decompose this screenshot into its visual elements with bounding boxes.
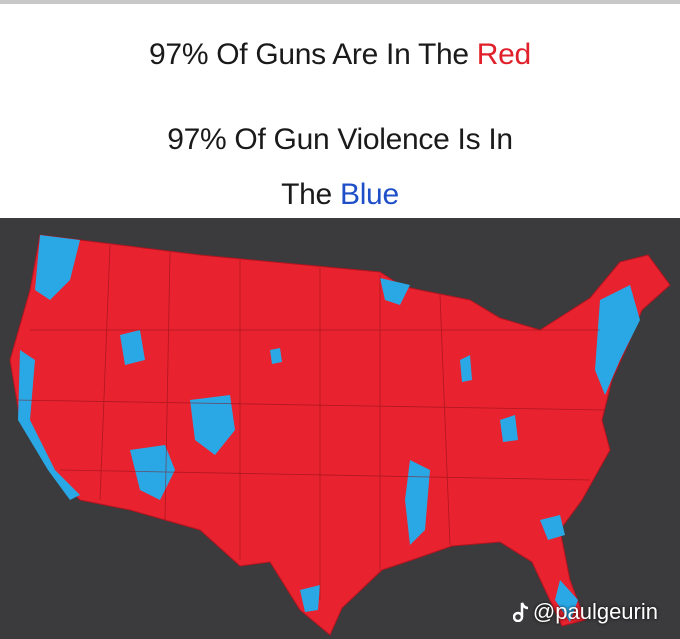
- blue-region: [405, 460, 430, 545]
- blue-region: [120, 330, 145, 365]
- caption-text: 97% Of Gun Violence Is In: [167, 123, 513, 156]
- blue-region: [555, 580, 578, 622]
- top-bar: [0, 0, 680, 4]
- caption-text: 97% Of Guns Are In The: [149, 38, 469, 71]
- state-lines: [14, 244, 606, 600]
- blue-region: [380, 278, 410, 305]
- blue-region: [35, 235, 80, 300]
- blue-region: [595, 285, 640, 395]
- map: [0, 218, 680, 639]
- blue-region: [460, 355, 472, 382]
- blue-region: [540, 515, 565, 540]
- blue-region: [300, 585, 320, 612]
- blue-region: [190, 395, 235, 455]
- caption-line: The Blue: [0, 178, 680, 212]
- caption-line: 97% Of Guns Are In The Red: [0, 38, 680, 72]
- blue-region: [500, 415, 518, 442]
- blue-regions: [18, 235, 640, 622]
- blue-region: [18, 350, 80, 500]
- caption-highlight: Blue: [339, 178, 399, 211]
- tiktok-icon: [512, 602, 528, 622]
- blue-region: [270, 348, 282, 364]
- blue-region: [130, 445, 175, 500]
- state-line: [14, 244, 606, 600]
- caption-line: 97% Of Gun Violence Is In: [0, 123, 680, 157]
- watermark: @paulgeurin: [512, 599, 658, 625]
- watermark-text: @paulgeurin: [532, 599, 658, 624]
- caption-text: The: [281, 178, 332, 211]
- caption-highlight: Red: [476, 38, 531, 71]
